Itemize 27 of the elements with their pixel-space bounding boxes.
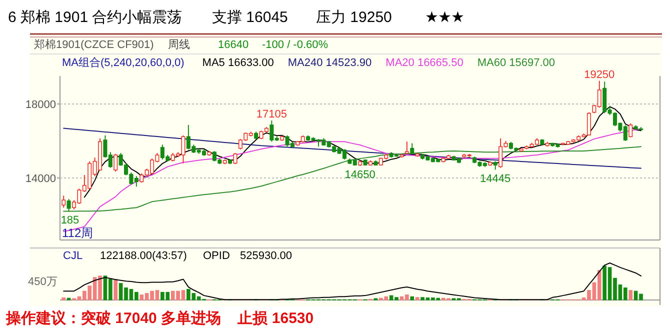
text: 压力 19250 (316, 9, 392, 26)
annotation: 112周 (62, 226, 94, 240)
text: 周线 (168, 38, 190, 51)
y-tick-label: 14000 (25, 172, 56, 185)
text: ★★★ (425, 9, 464, 26)
text: 525930.00 (240, 250, 292, 262)
chart-title: 6 郑棉 1901 合约小幅震荡 (8, 9, 182, 26)
text: OPID (203, 250, 230, 262)
annotation: 185 (60, 214, 80, 227)
text: MA5 16633.00 (202, 57, 274, 69)
text: 16640 (218, 39, 249, 51)
text: 操作建议：突破 17040 多单进场 止损 16530 (5, 309, 314, 327)
legend-title: MA组合(5,240,20,60,0,0) (62, 56, 184, 69)
text: MA60 15697.00 (477, 57, 555, 69)
annotation: 14445 (480, 172, 511, 185)
annotation: 14650 (344, 168, 376, 181)
text: -100 / -0.60% (262, 39, 328, 51)
text: 122188.00(43:57) (100, 250, 187, 262)
text: CJL (63, 250, 83, 262)
text: 支撑 16045 (212, 9, 288, 26)
text: MA240 14523.90 (288, 57, 372, 69)
y-tick-label: 18000 (25, 98, 56, 111)
annotation: 17105 (256, 108, 287, 121)
text: 郑棉1901(CZCE CF901) (34, 39, 154, 51)
annotation: 19250 (584, 68, 615, 81)
text: 450万 (28, 276, 58, 288)
text: MA20 16665.50 (386, 57, 464, 69)
